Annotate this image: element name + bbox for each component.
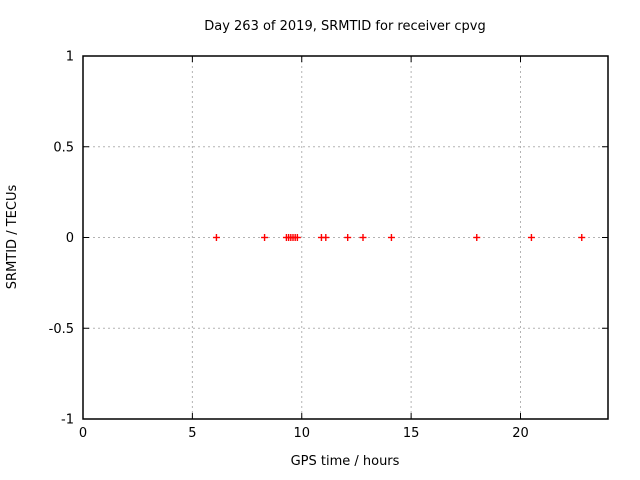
data-point-marker xyxy=(387,234,395,241)
x-tick-label: 20 xyxy=(512,426,529,441)
x-tick-label: 10 xyxy=(293,426,310,441)
y-tick-label: 1 xyxy=(66,50,74,65)
x-tick-label: 15 xyxy=(403,426,420,441)
x-tick-label: 5 xyxy=(188,426,196,441)
y-axis-label: SRMTID / TECUs xyxy=(5,185,20,290)
data-point-marker xyxy=(322,234,330,241)
y-tick-label: 0.5 xyxy=(53,140,74,155)
data-point-marker xyxy=(293,234,301,241)
chart-title: Day 263 of 2019, SRMTID for receiver cpv… xyxy=(204,19,486,34)
data-point-marker xyxy=(212,234,220,241)
data-point-marker xyxy=(473,234,481,241)
y-tick-label: 0 xyxy=(66,231,74,246)
data-point-layer xyxy=(212,234,586,241)
y-tick-label: -1 xyxy=(61,413,74,428)
tick-label-layer: 0 5 10 15 20 1 0.5 0 -0.5 -1 xyxy=(49,50,529,442)
data-point-marker xyxy=(578,234,586,241)
plot-border xyxy=(82,55,609,420)
data-point-marker xyxy=(261,234,269,241)
data-point-marker xyxy=(359,234,367,241)
x-axis-label: GPS time / hours xyxy=(291,454,400,469)
y-tick-label: -0.5 xyxy=(49,322,74,337)
data-point-marker xyxy=(527,234,535,241)
x-tick-label: 0 xyxy=(79,426,87,441)
grid-layer xyxy=(83,56,608,419)
data-point-marker xyxy=(344,234,352,241)
